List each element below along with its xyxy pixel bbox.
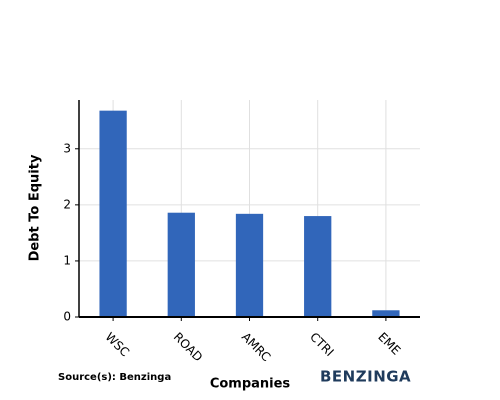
- bar: [304, 216, 332, 317]
- y-tick-label: 1: [63, 253, 71, 267]
- bar: [99, 110, 127, 317]
- x-axis-label: Companies: [210, 377, 291, 392]
- y-tick-label: 0: [63, 310, 71, 324]
- x-tick-label: AMRC: [239, 330, 273, 364]
- x-tick-label: ROAD: [171, 330, 206, 365]
- y-tick-label: 2: [63, 197, 71, 211]
- x-tick-label: CTRI: [307, 330, 336, 359]
- x-tick-label: WSC: [103, 330, 133, 360]
- bar: [235, 213, 264, 317]
- bar: [167, 212, 195, 317]
- y-axis-label: Debt To Equity: [28, 154, 43, 261]
- logo: BENZINGA: [320, 368, 411, 386]
- x-tick-label: EME: [375, 330, 403, 358]
- y-tick-label: 3: [63, 141, 71, 155]
- source-note: Source(s): Benzinga: [58, 372, 171, 383]
- bar: [372, 310, 400, 317]
